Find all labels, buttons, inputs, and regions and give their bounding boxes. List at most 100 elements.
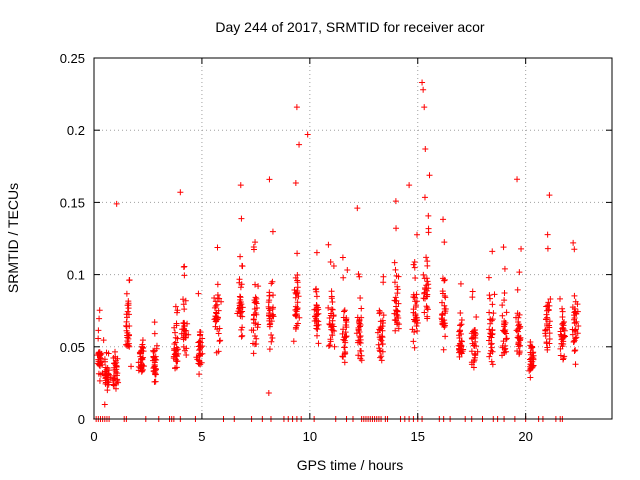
data-point: [196, 371, 203, 378]
data-point: [543, 303, 550, 310]
data-point: [487, 350, 494, 357]
data-point: [151, 330, 158, 337]
data-point: [326, 314, 333, 321]
data-point: [394, 321, 401, 328]
data-point: [170, 355, 177, 362]
data-point: [571, 315, 578, 322]
data-point: [173, 358, 180, 365]
data-point: [488, 334, 495, 341]
data-point: [313, 302, 320, 309]
data-point: [180, 296, 187, 303]
data-point: [292, 180, 299, 187]
data-point: [216, 295, 223, 302]
data-point: [489, 316, 496, 323]
data-point: [545, 306, 552, 313]
data-point: [423, 293, 430, 300]
data-point: [199, 335, 206, 342]
data-point: [391, 279, 398, 286]
data-point: [391, 310, 398, 317]
data-point: [124, 337, 131, 344]
data-point: [342, 329, 349, 336]
data-point: [468, 348, 475, 355]
data-point: [394, 286, 401, 293]
data-point: [266, 346, 273, 353]
data-point: [488, 340, 495, 347]
data-point: [193, 354, 200, 361]
data-point-peak: [422, 145, 429, 152]
data-point: [558, 340, 565, 347]
data-point: [529, 350, 536, 357]
data-point: [571, 347, 578, 354]
data-point: [328, 293, 335, 300]
data-point: [442, 294, 449, 301]
data-point: [574, 330, 581, 337]
data-point: [571, 320, 578, 327]
data-point: [571, 309, 578, 316]
data-point: [391, 317, 398, 324]
data-point: [426, 172, 433, 179]
data-point: [570, 338, 577, 345]
data-point-peak: [420, 86, 427, 93]
data-point: [517, 334, 524, 341]
data-point: [546, 330, 553, 337]
data-point: [546, 340, 553, 347]
data-point: [516, 351, 523, 358]
data-point: [252, 239, 259, 246]
x-tick-label: 0: [90, 429, 97, 444]
data-point: [251, 297, 258, 304]
data-point: [239, 332, 246, 339]
data-point: [392, 266, 399, 273]
data-point: [125, 300, 132, 307]
data-point: [110, 360, 117, 367]
data-point: [98, 350, 105, 357]
data-point: [528, 362, 535, 369]
x-tick-label: 10: [303, 429, 317, 444]
data-point: [439, 275, 446, 282]
data-point: [214, 281, 221, 288]
data-point: [543, 339, 550, 346]
data-point: [341, 308, 348, 315]
data-point: [253, 335, 260, 342]
data-point: [329, 332, 336, 339]
data-point: [470, 358, 477, 365]
data-point: [295, 293, 302, 300]
data-point: [516, 269, 523, 276]
data-point: [413, 298, 420, 305]
data-point: [250, 243, 257, 250]
data-point: [341, 334, 348, 341]
data-point: [344, 266, 351, 273]
data-point: [140, 363, 147, 370]
data-point: [411, 344, 418, 351]
data-point: [102, 380, 109, 387]
data-point: [378, 353, 385, 360]
data-point: [561, 318, 568, 325]
data-point: [513, 327, 520, 334]
data-point: [326, 342, 333, 349]
axis-ticks: [93, 57, 612, 420]
data-point: [441, 324, 448, 331]
data-point: [311, 306, 318, 313]
data-point: [393, 225, 400, 232]
data-point: [100, 337, 107, 344]
data-point: [572, 298, 579, 305]
data-point: [410, 338, 417, 345]
data-point: [488, 347, 495, 354]
data-point: [312, 286, 319, 293]
data-point-peak: [570, 239, 577, 246]
data-point: [212, 313, 219, 320]
data-point: [139, 337, 146, 344]
data-point: [503, 309, 510, 316]
data-point: [181, 327, 188, 334]
data-point: [561, 353, 568, 360]
data-point: [442, 308, 449, 315]
data-point: [473, 314, 480, 321]
data-point-peak: [406, 182, 413, 189]
data-point: [544, 344, 551, 351]
data-point: [528, 343, 535, 350]
data-point: [342, 348, 349, 355]
data-point: [572, 328, 579, 335]
data-point: [151, 319, 158, 326]
data-point: [518, 245, 525, 252]
data-point: [412, 274, 419, 281]
data-point: [213, 349, 220, 356]
